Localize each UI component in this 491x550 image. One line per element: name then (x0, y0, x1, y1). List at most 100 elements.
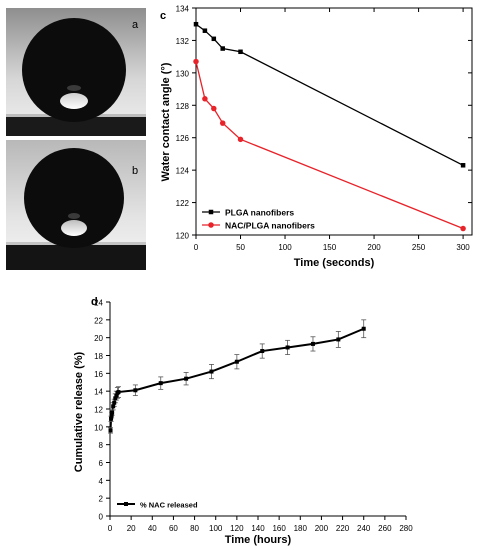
x-tick-label: 250 (412, 243, 426, 252)
data-point (108, 428, 113, 433)
x-tick-label: 20 (127, 524, 136, 533)
data-point (111, 404, 116, 409)
x-tick-label: 260 (378, 524, 392, 533)
substrate-b (6, 244, 146, 270)
data-point (310, 341, 315, 346)
legend-marker (208, 209, 214, 215)
data-point (237, 136, 244, 143)
x-tick-label: 280 (399, 524, 413, 533)
y-tick-label: 122 (176, 199, 190, 208)
data-point (219, 120, 226, 126)
data-point (112, 400, 117, 405)
y-axis-label-c: Water contact angle (°) (160, 62, 172, 181)
x-tick-label: 200 (367, 243, 381, 252)
series-line (195, 23, 464, 166)
data-point (209, 369, 214, 374)
y-tick-label: 4 (99, 477, 104, 486)
data-point (460, 163, 466, 168)
droplet-photo-b: b (6, 140, 146, 270)
x-axis-label-d: Time (hours) (225, 534, 292, 546)
x-tick-label: 300 (456, 243, 470, 252)
data-point (158, 381, 163, 386)
y-tick-label: 134 (176, 5, 190, 14)
droplet-b (24, 148, 124, 248)
y-tick-label: 24 (94, 299, 103, 308)
data-point (109, 416, 114, 421)
x-tick-label: 160 (272, 524, 286, 533)
x-tick-label: 50 (236, 243, 245, 252)
data-point (220, 46, 225, 51)
x-tick-label: 180 (294, 524, 308, 533)
data-point (202, 28, 208, 33)
legend-label: % NAC released (140, 501, 198, 510)
y-tick-label: 20 (94, 334, 103, 343)
x-tick-label: 80 (190, 524, 199, 533)
legend-label: NAC/PLGA nanofibers (225, 221, 315, 231)
y-tick-label: 120 (176, 232, 190, 241)
legend-marker (124, 502, 128, 506)
y-tick-label: 2 (99, 495, 104, 504)
data-point (285, 345, 290, 350)
droplet-photo-a: a (6, 8, 146, 136)
data-point (202, 96, 208, 102)
data-point (113, 396, 118, 401)
data-point (114, 393, 119, 398)
data-point (211, 36, 217, 42)
y-tick-label: 8 (99, 441, 104, 450)
y-tick-label: 6 (99, 459, 104, 468)
y-tick-label: 18 (94, 352, 103, 361)
data-point (109, 413, 114, 418)
data-point (234, 359, 239, 364)
legend-marker (208, 222, 214, 228)
substrate-a (6, 116, 146, 136)
photo-label-b: b (132, 165, 138, 177)
x-tick-label: 200 (315, 524, 329, 533)
droplet-a (22, 18, 126, 122)
data-point (260, 349, 265, 354)
data-point (193, 58, 199, 65)
x-tick-label: 220 (336, 524, 350, 533)
chart-cumulative-release: d 0 20 40 60 80 100 120 140 160 180 200 220 240 260 28… (73, 296, 413, 546)
y-tick-label: 22 (94, 316, 103, 325)
y-tick-label: 0 (99, 513, 104, 522)
data-point (336, 337, 341, 342)
y-tick-label: 132 (176, 37, 190, 46)
y-tick-label: 12 (94, 406, 103, 415)
plot-frame-c (195, 7, 473, 236)
x-tick-label: 100 (278, 243, 292, 252)
y-tick-label: 126 (176, 134, 190, 143)
data-point (110, 410, 115, 415)
x-tick-label: 0 (108, 524, 113, 533)
x-tick-label: 120 (230, 524, 244, 533)
panel-label-d: d (91, 296, 98, 308)
series-line (109, 327, 365, 431)
x-tick-label: 40 (148, 524, 157, 533)
y-tick-label: 16 (94, 370, 103, 379)
photo-label-a: a (132, 19, 139, 31)
legend-label: PLGA nanofibers (225, 208, 294, 218)
data-point (238, 49, 243, 55)
x-tick-label: 240 (357, 524, 371, 533)
y-tick-label: 130 (176, 69, 190, 78)
y-tick-label: 10 (94, 423, 103, 432)
x-tick-label: 100 (209, 524, 223, 533)
x-tick-label: 0 (194, 243, 199, 252)
panel-label-c: c (160, 10, 166, 22)
data-point (184, 376, 189, 381)
chart-contact-angle: c 0 50 100 150 200 250 300 120 122 124 126 128 130 13… (160, 5, 473, 269)
series-line (195, 61, 464, 230)
y-axis-label-d: Cumulative release (%) (73, 351, 85, 472)
data-point (361, 326, 366, 331)
y-tick-label: 14 (94, 388, 103, 397)
data-point (133, 388, 138, 393)
x-tick-label: 150 (323, 243, 337, 252)
data-point (460, 225, 466, 232)
data-point (193, 21, 199, 27)
data-point (116, 390, 121, 395)
x-axis-label-c: Time (seconds) (294, 257, 375, 269)
y-tick-label: 128 (176, 102, 190, 111)
y-tick-label: 124 (176, 167, 190, 176)
data-point (211, 105, 217, 112)
x-tick-label: 140 (251, 524, 265, 533)
x-tick-label: 60 (169, 524, 178, 533)
